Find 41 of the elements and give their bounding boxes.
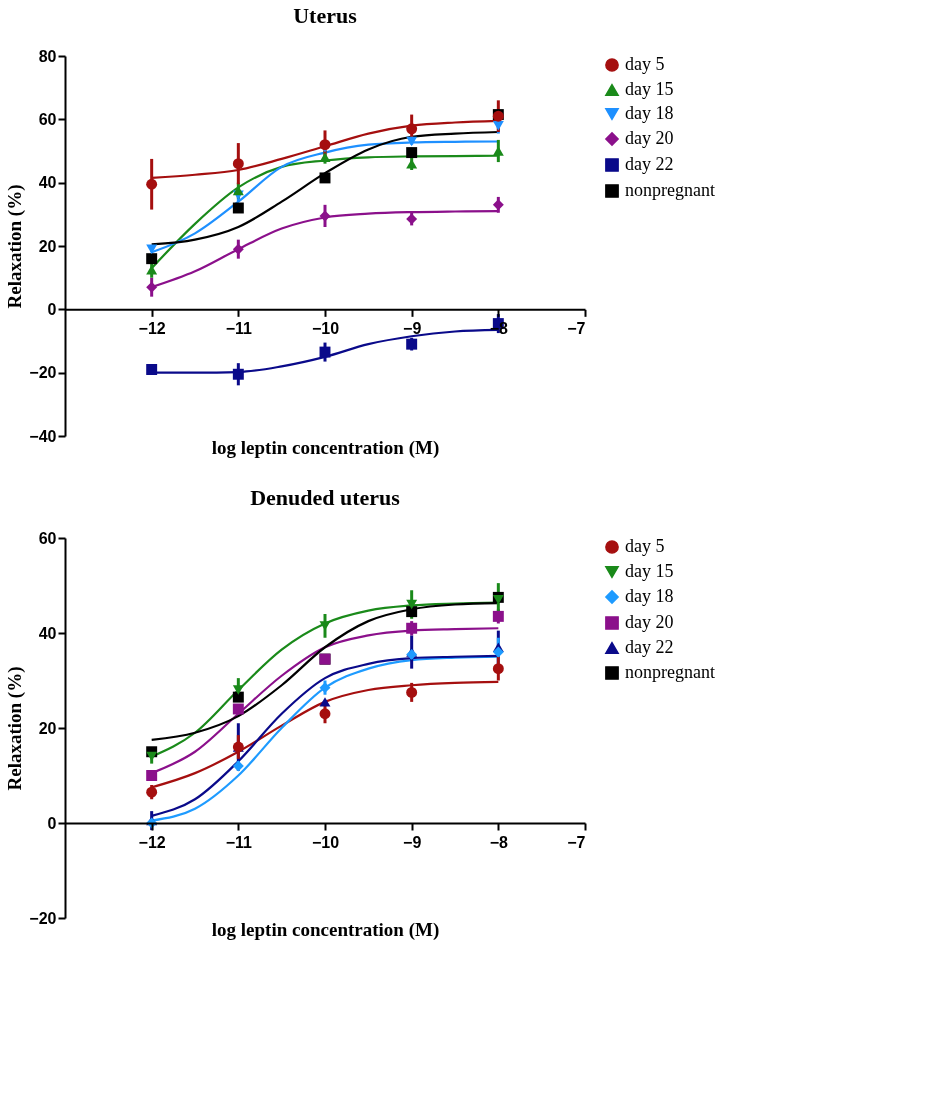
y-tick-label: −20 — [29, 364, 57, 382]
x-tick-label: −11 — [225, 319, 253, 337]
y-tick-label: 0 — [47, 814, 57, 832]
chart-title: Uterus — [293, 3, 358, 28]
y-tick-label: 20 — [38, 237, 57, 255]
x-tick-label: −10 — [311, 319, 340, 337]
legend-label: day 20 — [625, 612, 674, 632]
legend-label: day 15 — [625, 79, 674, 99]
y-tick-label: −40 — [29, 427, 57, 445]
y-tick-label: −20 — [29, 909, 57, 927]
y-tick-label: 20 — [38, 719, 57, 737]
y-tick-label: 60 — [38, 110, 57, 128]
legend-label: day 5 — [625, 536, 665, 556]
x-axis-title: log leptin concentration (M) — [211, 436, 440, 459]
y-tick-label: 60 — [38, 529, 57, 547]
legend-label: day 20 — [625, 128, 674, 148]
x-axis-title: log leptin concentration (M) — [211, 918, 440, 941]
y-tick-label: 0 — [47, 300, 57, 318]
legend-label: nonpregnant — [625, 662, 715, 682]
x-tick-label: −12 — [138, 833, 166, 851]
chart-title: Denuded uterus — [250, 485, 401, 510]
y-tick-label: 40 — [38, 174, 57, 192]
legend-label: day 5 — [625, 54, 665, 74]
x-tick-label: −7 — [567, 833, 586, 851]
y-axis-title: Relaxation (%) — [4, 184, 27, 309]
legend-label: day 18 — [625, 586, 674, 606]
legend-label: day 22 — [625, 154, 674, 174]
x-tick-label: −7 — [567, 319, 586, 337]
legend-label: day 15 — [625, 561, 674, 581]
x-tick-label: −10 — [311, 833, 340, 851]
x-tick-label: −11 — [225, 833, 253, 851]
y-tick-label: 80 — [38, 47, 57, 65]
y-tick-label: 40 — [38, 624, 57, 642]
legend-label: day 22 — [625, 637, 674, 657]
x-tick-label: −9 — [403, 319, 422, 337]
y-axis-title: Relaxation (%) — [4, 666, 27, 791]
x-tick-label: −12 — [138, 319, 166, 337]
legend-label: nonpregnant — [625, 180, 715, 200]
legend-label: day 18 — [625, 103, 674, 123]
x-tick-label: −8 — [489, 833, 509, 851]
x-tick-label: −9 — [403, 833, 422, 851]
